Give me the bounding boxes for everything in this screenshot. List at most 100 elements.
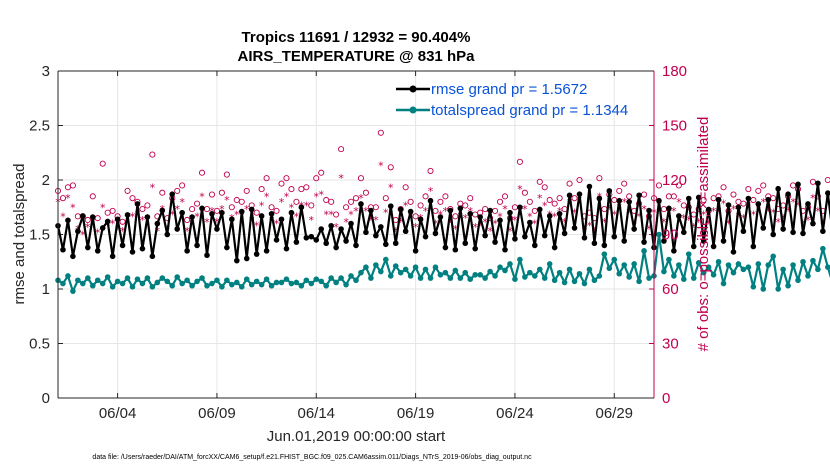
obs-assimilated-point: *: [184, 225, 190, 238]
obs-possible-point: [809, 178, 816, 185]
rmse-point: [293, 239, 300, 245]
y-tick-label-right: 150: [662, 118, 687, 135]
obs-assimilated-point: *: [85, 221, 91, 234]
obs-possible-point: [189, 206, 196, 213]
totalspread-point: [581, 280, 588, 287]
obs-possible-point: [377, 129, 384, 136]
rmse-point: [527, 219, 533, 226]
obs-possible-point: [228, 204, 235, 211]
totalspread-point: [407, 273, 414, 279]
totalspread-point: [497, 264, 503, 271]
totalspread-point: [780, 266, 786, 273]
obs-possible-point: [288, 186, 295, 193]
y-tick-label-left: 1: [42, 281, 50, 298]
rmse-point: [348, 220, 354, 227]
totalspread-point: [492, 273, 498, 279]
rmse-point: [775, 185, 781, 192]
obs-possible-point: [293, 198, 300, 205]
y-tick-label-left: 2: [42, 172, 50, 189]
obs-possible-point: [720, 184, 727, 191]
totalspread-point: [551, 277, 558, 284]
obs-assimilated-point: *: [741, 212, 747, 225]
obs-possible-point: [546, 196, 553, 204]
totalspread-point: [417, 275, 424, 281]
obs-assimilated-point: *: [65, 192, 71, 205]
totalspread-point: [109, 284, 116, 290]
rmse-point: [780, 226, 786, 232]
obs-assimilated-point: *: [477, 219, 483, 232]
obs-possible-point: [174, 187, 181, 194]
rmse-point: [343, 238, 349, 244]
rmse-point: [512, 236, 518, 242]
obs-assimilated-point: *: [497, 210, 503, 223]
totalspread-point: [556, 269, 563, 276]
rmse-point: [412, 248, 419, 254]
totalspread-point: [452, 267, 459, 274]
totalspread-point: [611, 256, 618, 263]
rmse-point: [546, 213, 553, 219]
obs-possible-point: [670, 193, 677, 200]
totalspread-point: [591, 277, 598, 284]
obs-possible-point: [501, 193, 509, 200]
totalspread-point: [502, 267, 508, 274]
rmse-point: [283, 245, 290, 252]
rmse-point: [383, 241, 389, 248]
obs-assimilated-point: *: [770, 207, 776, 220]
rmse-point: [591, 240, 598, 247]
totalspread-point: [323, 282, 330, 289]
obs-possible-point: [422, 193, 429, 200]
rmse-point: [149, 253, 156, 260]
obs-possible-point: [824, 176, 830, 184]
totalspread-point: [472, 272, 479, 278]
rmse-point: [477, 214, 483, 220]
obs-assimilated-point: *: [537, 192, 543, 205]
obs-possible-point: [427, 167, 434, 174]
totalspread-point: [308, 280, 315, 287]
totalspread-point: [541, 275, 548, 281]
obs-assimilated-point: *: [309, 214, 315, 227]
totalspread-point: [825, 264, 830, 270]
rmse-point: [363, 229, 369, 236]
totalspread-point: [189, 282, 195, 289]
obs-possible-point: [198, 169, 206, 176]
obs-assimilated-point: *: [254, 219, 260, 232]
totalspread-point: [164, 278, 171, 285]
y-axis-label-left: rmse and totalspread: [11, 164, 28, 305]
rmse-point: [99, 225, 106, 231]
obs-assimilated-point: *: [621, 196, 627, 209]
rmse-point: [199, 205, 205, 212]
chart-subtitle: AIRS_TEMPERATURE @ 831 hPa: [238, 48, 476, 65]
obs-assimilated-point: *: [626, 207, 632, 220]
rmse-point: [194, 242, 200, 249]
rmse-point: [204, 252, 210, 259]
obs-assimilated-point: *: [219, 203, 225, 216]
rmse-point: [631, 226, 637, 232]
rmse-point: [60, 246, 66, 253]
totalspread-point: [154, 279, 161, 286]
rmse-point: [288, 209, 295, 216]
totalspread-point: [65, 273, 71, 279]
obs-possible-point: [238, 198, 245, 205]
rmse-point: [238, 208, 245, 215]
rmse-point: [815, 180, 821, 187]
obs-possible-point: [576, 176, 583, 184]
totalspread-point: [328, 275, 334, 281]
obs-assimilated-point: *: [587, 219, 593, 232]
obs-possible-point: [680, 202, 687, 209]
totalspread-point: [283, 276, 290, 282]
rmse-point: [94, 248, 101, 254]
obs-assimilated-point: *: [155, 225, 161, 238]
totalspread-point: [392, 263, 399, 269]
rmse-point: [536, 206, 543, 213]
totalspread-point: [194, 278, 200, 285]
rmse-point: [820, 228, 826, 235]
obs-possible-point: [139, 206, 146, 213]
obs-possible-point: [89, 193, 96, 200]
totalspread-point: [298, 282, 305, 289]
totalspread-point: [676, 262, 682, 268]
rmse-point: [507, 209, 513, 216]
obs-assimilated-point: *: [60, 210, 66, 223]
obs-assimilated-point: *: [130, 210, 136, 223]
totalspread-point: [666, 256, 672, 263]
